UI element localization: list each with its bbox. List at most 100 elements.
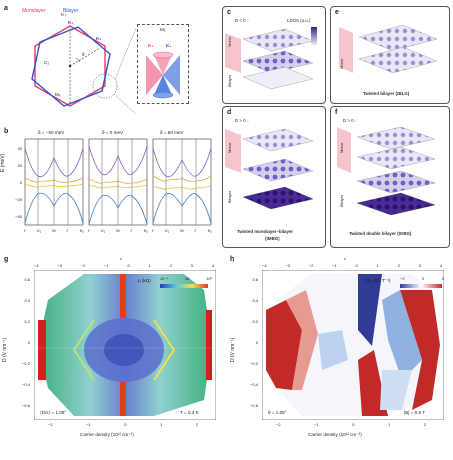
ytick: 0.6: [252, 277, 258, 282]
panel-d-caption-2: (tMBG): [265, 236, 280, 241]
xtick: M: [116, 228, 120, 233]
band-plot-2: [88, 138, 148, 226]
xtick: 1: [159, 422, 163, 427]
ytick: 0: [19, 180, 22, 185]
top-tick: 0: [355, 263, 358, 268]
xtick: −1: [86, 422, 91, 427]
h-xticks: −2 −1 0 1 2: [276, 422, 426, 427]
g-xlabel: Carrier density (10¹² cm⁻²): [80, 432, 134, 437]
cb-tick: 10⁻¹: [160, 276, 168, 281]
top-tick: −1: [104, 263, 109, 268]
legend-monolayer: Monolayer: [22, 8, 46, 14]
xtick: M: [52, 228, 56, 233]
panel-c-layers: [225, 28, 314, 90]
top-tick: 0: [127, 263, 130, 268]
top-tick: 2: [397, 263, 400, 268]
panel-c-condition: D < 0 ↑: [235, 18, 249, 23]
xtick: Γ: [66, 228, 69, 233]
k2-label-top: K₂: [68, 20, 74, 25]
panel-f-layers: [337, 126, 436, 216]
cb-tick: 2: [441, 276, 444, 281]
ytick: 0.6: [24, 277, 30, 282]
ytick: −0.6: [250, 403, 258, 408]
top-tick: 4: [439, 263, 442, 268]
g-annot-right: T = 0.3 K: [180, 410, 199, 415]
xtick: −2: [276, 422, 281, 427]
legend-bilayer: Bilayer: [63, 8, 79, 14]
band-title-1: δ = −50 meV: [38, 130, 65, 135]
panel-d-box: d D > 0 ↓ Mono. Bilayer Twisted monolaye…: [222, 106, 326, 248]
panel-label-g: g: [4, 256, 9, 263]
h-annot-right: |B| = 0.5 T: [404, 410, 426, 415]
top-tick: −4: [34, 263, 39, 268]
top-tick: 3: [190, 263, 193, 268]
ytick: 0.2: [252, 319, 258, 324]
xtick: −2: [48, 422, 53, 427]
xtick: K₂: [207, 228, 212, 233]
panel-d-mono-label: Mono.: [227, 141, 232, 153]
h-annot-left: θ = 1.08°: [268, 410, 287, 415]
mx-label: Mₓ: [55, 92, 61, 97]
panel-label-d: d: [227, 109, 232, 116]
panel-label-b: b: [4, 128, 9, 135]
resistivity-map: [34, 270, 216, 420]
panel-c-box: c D < 0 ↑ LDOS (a.u.) Mono. Bilayer: [222, 6, 326, 104]
top-tick: −2: [80, 263, 86, 268]
panel-f-caption: Twisted double bilayer (tDBG): [349, 231, 412, 236]
h-yticks: 0.6 0.4 0.2 0 −0.2 −0.4 −0.6: [244, 269, 258, 416]
h-ylabel-text: D (V nm⁻¹): [230, 337, 236, 362]
panel-d-caption-1: Twisted monolayer–bilayer: [237, 229, 294, 234]
h-colorbar-label: Rₓᵧ (kΩ T⁻¹): [366, 278, 391, 283]
g-annot-left: ⟨D/ε⟩ = 1.08°: [40, 410, 67, 415]
arrow-down-icon: ↓: [354, 118, 358, 123]
cb-tick: −2: [400, 276, 405, 281]
panel-f-box: f D > 0 ↓ Mono. Bilayer Twisted double b…: [330, 106, 450, 248]
xtick: K₁: [37, 228, 42, 233]
ytick: 40: [17, 146, 22, 151]
band-xticks-1: Γ K₁ M Γ K₂: [24, 228, 84, 233]
cb-tick: 0: [422, 276, 425, 281]
g-ylabel: D (V nm⁻¹): [2, 338, 8, 362]
band-title-2: δ = 0 meV: [102, 130, 124, 135]
g-cb-ticks: 10⁻¹ 10 10²: [160, 276, 212, 281]
xtick: Γ: [88, 228, 91, 233]
k1-label: K₁: [61, 12, 67, 17]
top-tick: 4: [211, 263, 214, 268]
cb-tick: 10²: [206, 276, 212, 281]
g-top-ticks: −4 −3 −2 −1 0 1 2 3 4: [34, 263, 214, 268]
g-top-axis-label: ν: [120, 256, 122, 261]
top-tick: −1: [332, 263, 337, 268]
xtick: Γ: [194, 228, 197, 233]
panel-label-h: h: [230, 256, 235, 263]
ldos-label: LDOS (a.u.): [287, 18, 311, 23]
c2-label: C₂: [44, 60, 50, 65]
xtick: 2: [423, 422, 426, 427]
xtick: K₂: [143, 228, 148, 233]
ytick: 0.4: [24, 298, 30, 303]
band-title-3: δ = 50 meV: [160, 130, 184, 135]
panel-d-condition: D > 0 ↓: [235, 118, 249, 123]
h-top-axis-label: ν: [344, 256, 346, 261]
xtick: M: [180, 228, 184, 233]
panel-e-mono-label: Mono.: [339, 57, 344, 69]
xtick: 0: [124, 422, 127, 427]
ytick: −0.2: [250, 361, 258, 366]
ytick: −0.6: [22, 403, 30, 408]
dirac-cone-inset: Mₓ K₁ K₂: [137, 24, 189, 104]
xtick: Γ: [152, 228, 155, 233]
top-tick: −4: [262, 263, 267, 268]
xtick: 0: [352, 422, 355, 427]
band-plot-3: [152, 138, 212, 226]
panel-b-ylabel-text: E (meV): [0, 153, 6, 172]
h-cb-ticks: −2 0 2: [400, 276, 444, 281]
panel-f-bilayer-label: Bilayer: [339, 194, 344, 207]
h-colorbar: [400, 284, 442, 288]
h-top-ticks: −4 −3 −2 −1 0 1 2 3 4: [262, 263, 442, 268]
panel-label-f: f: [335, 109, 338, 116]
xtick: K₁: [101, 228, 106, 233]
ldos-colorbar: [311, 27, 317, 45]
band-plot-1: [24, 138, 84, 226]
panel-label-c: c: [227, 9, 231, 16]
panel-f-condition-text: D > 0: [343, 118, 354, 123]
xtick: K₁: [165, 228, 170, 233]
